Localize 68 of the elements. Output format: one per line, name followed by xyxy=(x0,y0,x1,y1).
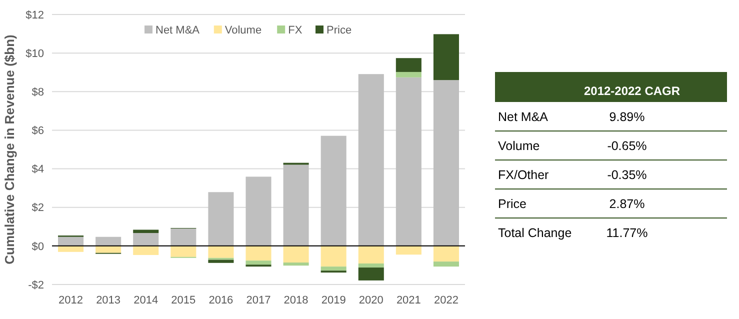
bar xyxy=(283,262,309,266)
x-tick-label: 2012 xyxy=(58,294,84,306)
text: 11.77% xyxy=(606,226,648,240)
y-tick-label: $4 xyxy=(32,164,44,176)
bar xyxy=(358,74,384,246)
bar xyxy=(133,230,159,234)
legend-label: FX xyxy=(288,24,303,36)
y-tick-label: $12 xyxy=(26,9,44,22)
y-tick-label: $10 xyxy=(26,48,44,60)
bar xyxy=(433,34,459,80)
x-tick-label: 2015 xyxy=(171,294,196,306)
bar xyxy=(208,246,234,258)
bar xyxy=(58,236,84,246)
bar xyxy=(246,246,272,261)
x-tick-label: 2017 xyxy=(246,294,271,306)
bar xyxy=(208,192,234,246)
bar xyxy=(396,72,422,78)
category-label: Price xyxy=(498,196,527,211)
bar xyxy=(246,176,272,246)
bar xyxy=(320,246,346,267)
text: 2.87% xyxy=(609,196,645,211)
x-tick-label: 2020 xyxy=(358,294,384,306)
y-tick-label: $2 xyxy=(32,202,44,214)
bar xyxy=(283,164,309,246)
bar xyxy=(433,80,459,246)
x-tick-label: 2021 xyxy=(396,294,421,306)
bar xyxy=(246,260,272,265)
bar xyxy=(433,262,459,267)
bar xyxy=(170,246,196,257)
x-tick-label: 2013 xyxy=(96,294,121,306)
bar xyxy=(396,77,422,246)
category-label: FX/Other xyxy=(498,168,549,182)
bar xyxy=(320,266,346,271)
x-tick-label: 2014 xyxy=(134,294,158,306)
bar xyxy=(358,268,384,280)
bar xyxy=(283,246,309,263)
x-tick-label: 2018 xyxy=(284,294,308,306)
bar xyxy=(58,246,84,252)
bar xyxy=(396,246,422,255)
bar xyxy=(133,233,159,246)
x-tick-label: 2016 xyxy=(208,294,234,306)
bar xyxy=(170,228,196,246)
legend-label: Net M&A xyxy=(156,24,200,36)
text: 9.89% xyxy=(609,110,645,124)
category-label: Net M&A xyxy=(498,110,549,124)
bar xyxy=(358,263,384,268)
text: -0.35% xyxy=(607,168,647,182)
y-tick-label: $6 xyxy=(32,125,44,138)
y-tick-label: $0 xyxy=(32,240,44,253)
bar xyxy=(433,246,459,262)
y-tick-label: $8 xyxy=(32,86,44,98)
bar xyxy=(96,236,122,246)
bar xyxy=(96,246,122,253)
bar xyxy=(320,136,346,246)
bar xyxy=(133,246,159,255)
text: -0.65% xyxy=(607,138,647,153)
bar xyxy=(208,260,234,263)
bar xyxy=(396,58,422,72)
x-tick-label: 2019 xyxy=(321,294,346,306)
category-label: Total Change xyxy=(498,226,572,240)
legend-label: Volume xyxy=(224,24,262,36)
x-tick-label: 2022 xyxy=(434,294,458,306)
legend-label: Price xyxy=(326,24,352,36)
bar xyxy=(358,246,384,264)
category-label: Volume xyxy=(498,138,540,153)
text: 2012-2022 CAGR xyxy=(584,84,680,98)
y-axis-title: Cumulative Change in Revenue ($bn) xyxy=(2,34,17,264)
y-tick-label: -$2 xyxy=(28,279,44,292)
